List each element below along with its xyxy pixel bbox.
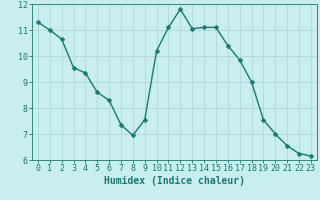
X-axis label: Humidex (Indice chaleur): Humidex (Indice chaleur) (104, 176, 245, 186)
